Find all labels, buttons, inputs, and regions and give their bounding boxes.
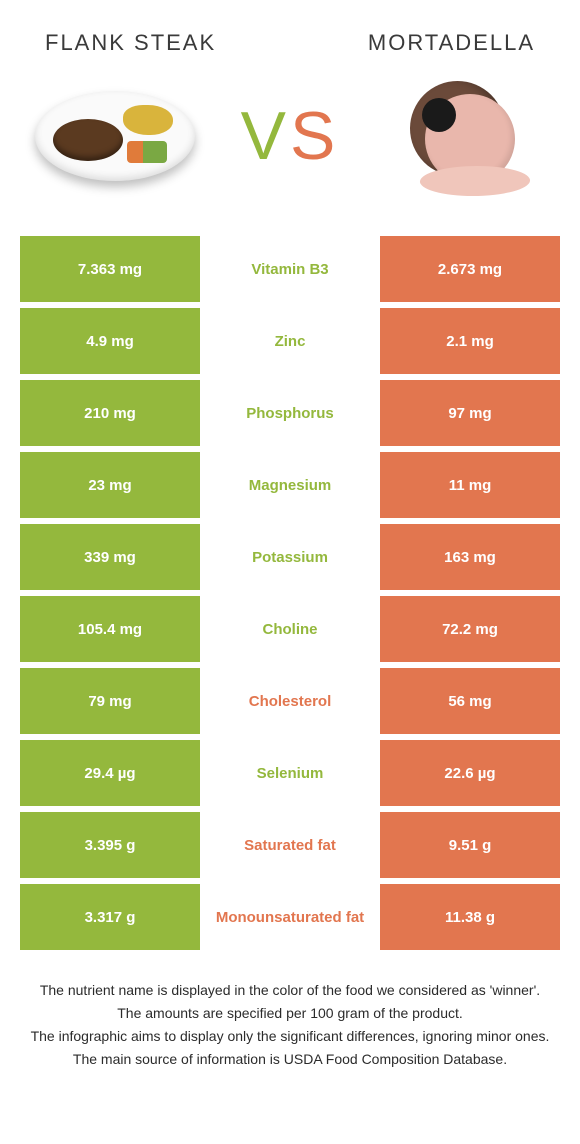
nutrient-label-cell: Selenium — [200, 740, 380, 806]
vs-label: VS — [241, 97, 340, 175]
nutrient-table: 7.363 mgVitamin B32.673 mg4.9 mgZinc2.1 … — [20, 236, 560, 950]
nutrient-label-cell: Zinc — [200, 308, 380, 374]
right-value-cell: 11.38 g — [380, 884, 560, 950]
right-value-cell: 163 mg — [380, 524, 560, 590]
nutrient-row: 105.4 mgCholine72.2 mg — [20, 596, 560, 662]
nutrient-row: 339 mgPotassium163 mg — [20, 524, 560, 590]
left-value-cell: 79 mg — [20, 668, 200, 734]
nutrient-row: 23 mgMagnesium11 mg — [20, 452, 560, 518]
nutrient-row: 79 mgCholesterol56 mg — [20, 668, 560, 734]
left-value-cell: 4.9 mg — [20, 308, 200, 374]
footer-line: The infographic aims to display only the… — [20, 1026, 560, 1047]
footer-line: The main source of information is USDA F… — [20, 1049, 560, 1070]
nutrient-label-cell: Monounsaturated fat — [200, 884, 380, 950]
left-value-cell: 7.363 mg — [20, 236, 200, 302]
footer-line: The amounts are specified per 100 gram o… — [20, 1003, 560, 1024]
nutrient-label-cell: Magnesium — [200, 452, 380, 518]
right-value-cell: 97 mg — [380, 380, 560, 446]
header: Flank steak Mortadella — [0, 0, 580, 76]
left-food-image — [30, 76, 200, 196]
nutrient-row: 7.363 mgVitamin B32.673 mg — [20, 236, 560, 302]
right-value-cell: 9.51 g — [380, 812, 560, 878]
nutrient-label-cell: Saturated fat — [200, 812, 380, 878]
nutrient-label-cell: Choline — [200, 596, 380, 662]
steak-illustration — [35, 91, 195, 181]
nutrient-label-cell: Phosphorus — [200, 380, 380, 446]
right-value-cell: 2.1 mg — [380, 308, 560, 374]
mortadella-illustration — [390, 76, 540, 196]
right-value-cell: 2.673 mg — [380, 236, 560, 302]
nutrient-row: 3.395 gSaturated fat9.51 g — [20, 812, 560, 878]
right-value-cell: 56 mg — [380, 668, 560, 734]
footer-line: The nutrient name is displayed in the co… — [20, 980, 560, 1001]
right-value-cell: 22.6 µg — [380, 740, 560, 806]
right-food-title: Mortadella — [368, 30, 535, 56]
nutrient-row: 210 mgPhosphorus97 mg — [20, 380, 560, 446]
nutrient-row: 29.4 µgSelenium22.6 µg — [20, 740, 560, 806]
right-value-cell: 72.2 mg — [380, 596, 560, 662]
right-food-image — [380, 76, 550, 196]
footer-notes: The nutrient name is displayed in the co… — [20, 980, 560, 1070]
left-value-cell: 339 mg — [20, 524, 200, 590]
vs-v-letter: V — [241, 98, 290, 174]
left-value-cell: 23 mg — [20, 452, 200, 518]
hero-row: VS — [0, 76, 580, 236]
left-food-title: Flank steak — [45, 30, 216, 56]
vs-s-letter: S — [290, 98, 339, 174]
left-value-cell: 210 mg — [20, 380, 200, 446]
nutrient-label-cell: Vitamin B3 — [200, 236, 380, 302]
left-value-cell: 3.317 g — [20, 884, 200, 950]
nutrient-row: 3.317 gMonounsaturated fat11.38 g — [20, 884, 560, 950]
left-value-cell: 105.4 mg — [20, 596, 200, 662]
nutrient-label-cell: Cholesterol — [200, 668, 380, 734]
infographic-container: Flank steak Mortadella VS 7.363 mgVitami… — [0, 0, 580, 1070]
right-value-cell: 11 mg — [380, 452, 560, 518]
nutrient-row: 4.9 mgZinc2.1 mg — [20, 308, 560, 374]
left-value-cell: 29.4 µg — [20, 740, 200, 806]
nutrient-label-cell: Potassium — [200, 524, 380, 590]
left-value-cell: 3.395 g — [20, 812, 200, 878]
